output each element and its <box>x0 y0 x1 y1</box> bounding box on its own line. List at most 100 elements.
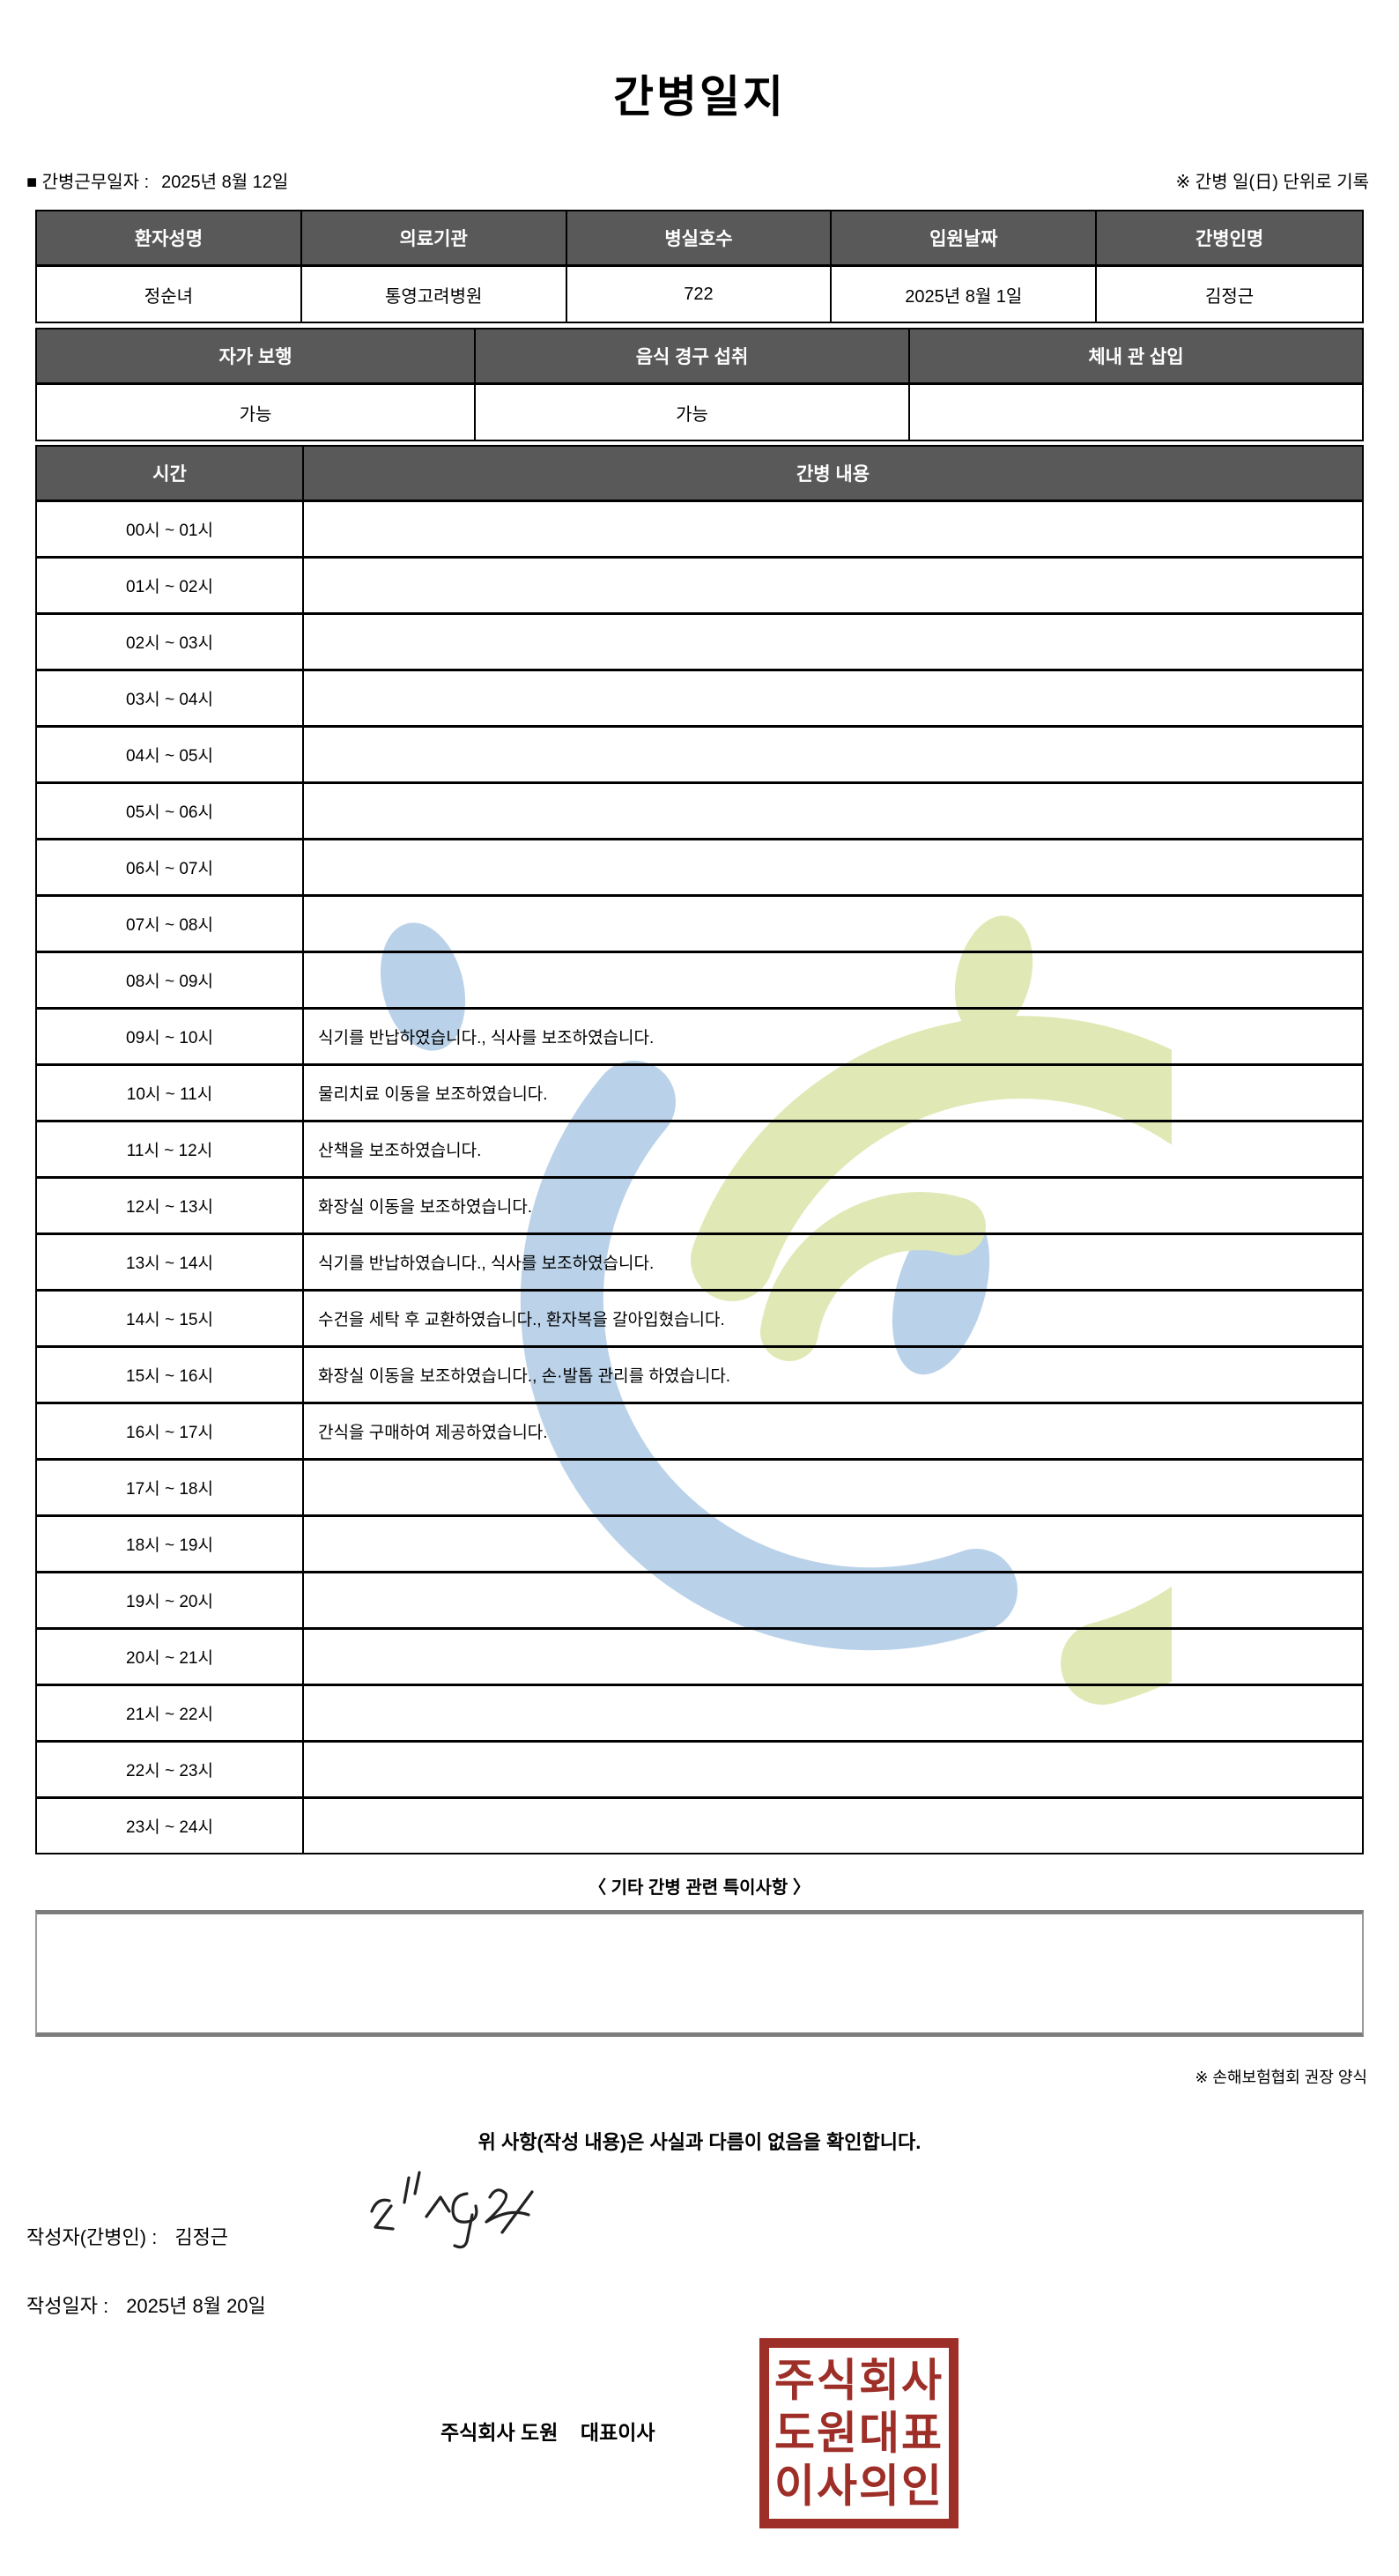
care-content-text <box>304 1799 1362 1853</box>
special-notes-box <box>35 1910 1364 2037</box>
time-slot-label: 20시 ~ 21시 <box>37 1630 304 1684</box>
patient-info-value-row: 정순녀 통영고려병원 722 2025년 8월 1일 김정근 <box>37 267 1362 322</box>
care-content-text <box>304 840 1362 894</box>
time-slot-label: 10시 ~ 11시 <box>37 1066 304 1120</box>
value-tube-insertion <box>910 385 1362 440</box>
care-content-text: 수건을 세탁 후 교환하였습니다., 환자복을 갈아입혔습니다. <box>318 1311 725 1329</box>
care-log-row: 09시 ~ 10시 식기를 반납하였습니다., 식사를 보조하였습니다. <box>37 1007 1362 1063</box>
care-content-text <box>304 953 1362 1007</box>
header-patient-name: 환자성명 <box>37 211 302 264</box>
value-oral-intake: 가능 <box>476 385 910 440</box>
care-content-text <box>304 671 1362 725</box>
value-self-walking: 가능 <box>37 385 476 440</box>
value-medical-institution: 통영고려병원 <box>302 267 567 322</box>
patient-info-header-row: 환자성명 의료기관 병실호수 입원날짜 간병인명 <box>37 211 1362 267</box>
care-log-row: 17시 ~ 18시 <box>37 1458 1362 1514</box>
stamp-line-2: 도원대표 <box>774 2408 944 2459</box>
value-caregiver-name: 김정근 <box>1204 286 1255 307</box>
time-slot-label: 16시 ~ 17시 <box>37 1404 304 1458</box>
care-content-text <box>304 1573 1362 1627</box>
header-room-number: 병실호수 <box>567 211 833 264</box>
patient-info-table: 환자성명 의료기관 병실호수 입원날짜 간병인명 정순녀 통영고려병원 722 … <box>35 210 1364 323</box>
header-time: 시간 <box>37 447 304 500</box>
header-caregiver-name: 간병인명 <box>1195 229 1264 249</box>
recommended-form-note: ※ 손해보험협회 권장 양식 <box>1195 2069 1367 2086</box>
care-content-text <box>304 559 1362 612</box>
condition-table: 자가 보행 음식 경구 섭취 체내 관 삽입 가능 가능 <box>35 328 1364 441</box>
time-slot-label: 02시 ~ 03시 <box>37 615 304 669</box>
time-slot-label: 15시 ~ 16시 <box>37 1348 304 1402</box>
care-log-rows: 00시 ~ 01시 01시 ~ 02시 02시 ~ 03시 03시 ~ 04시 … <box>37 502 1362 1853</box>
care-content-text: 식기를 반납하였습니다., 식사를 보조하였습니다. <box>318 1029 655 1047</box>
condition-header-row: 자가 보행 음식 경구 섭취 체내 관 삽입 <box>37 329 1362 385</box>
care-log-row: 00시 ~ 01시 <box>37 502 1362 556</box>
time-slot-label: 13시 ~ 14시 <box>37 1235 304 1289</box>
header-oral-intake: 음식 경구 섭취 <box>476 329 910 382</box>
care-log-row: 01시 ~ 02시 <box>37 556 1362 612</box>
care-content-text <box>304 1630 1362 1684</box>
care-content-text <box>304 615 1362 669</box>
care-log-row: 12시 ~ 13시 화장실 이동을 보조하였습니다. <box>37 1176 1362 1232</box>
care-log-row: 11시 ~ 12시 산책을 보조하였습니다. <box>37 1120 1362 1176</box>
handwritten-signature <box>370 2171 534 2249</box>
care-log-row: 21시 ~ 22시 <box>37 1684 1362 1740</box>
care-content-text <box>304 897 1362 951</box>
time-slot-label: 01시 ~ 02시 <box>37 559 304 612</box>
care-content-text <box>304 728 1362 781</box>
time-slot-label: 19시 ~ 20시 <box>37 1573 304 1627</box>
time-slot-label: 09시 ~ 10시 <box>37 1010 304 1063</box>
time-slot-label: 17시 ~ 18시 <box>37 1461 304 1514</box>
care-log-row: 16시 ~ 17시 간식을 구매하여 제공하였습니다. <box>37 1402 1362 1458</box>
care-content-text: 간식을 구매하여 제공하였습니다. <box>318 1424 548 1442</box>
time-slot-label: 08시 ~ 09시 <box>37 953 304 1007</box>
corporate-seal-stamp: 주식회사 도원대표 이사의인 <box>759 2338 959 2528</box>
time-slot-label: 06시 ~ 07시 <box>37 840 304 894</box>
stamp-line-3: 이사의인 <box>774 2461 944 2512</box>
header-self-walking: 자가 보행 <box>37 329 476 382</box>
meta-row: ■ 간병근무일자 : 2025년 8월 12일 ※ 간병 일(日) 단위로 기록 <box>26 167 1369 193</box>
care-content-text <box>304 1461 1362 1514</box>
care-content-text <box>304 1517 1362 1571</box>
time-slot-label: 05시 ~ 06시 <box>37 784 304 838</box>
time-slot-label: 23시 ~ 24시 <box>37 1799 304 1853</box>
condition-value-row: 가능 가능 <box>37 385 1362 440</box>
care-content-text: 산책을 보조하였습니다. <box>318 1142 482 1160</box>
care-log-row: 03시 ~ 04시 <box>37 669 1362 725</box>
care-log-row: 14시 ~ 15시 수건을 세탁 후 교환하였습니다., 환자복을 갈아입혔습니… <box>37 1289 1362 1345</box>
stamp-line-1: 주식회사 <box>774 2355 944 2406</box>
special-notes-heading: 〈 기타 간병 관련 특이사항 〉 <box>588 1878 811 1898</box>
written-date-label: 작성일자 : <box>26 2295 109 2317</box>
written-date-value: 2025년 8월 20일 <box>126 2295 266 2317</box>
care-log-row: 07시 ~ 08시 <box>37 894 1362 951</box>
care-content-text: 화장실 이동을 보조하였습니다., 손·발톱 관리를 하였습니다. <box>318 1367 731 1386</box>
time-slot-label: 03시 ~ 04시 <box>37 671 304 725</box>
writer-row: 작성자(간병인) : 김정근 <box>26 2222 228 2250</box>
dowon-logo-watermark-icon <box>380 915 1172 1705</box>
unit-note: ※ 간병 일(日) 단위로 기록 <box>1175 173 1369 192</box>
care-log-row: 20시 ~ 21시 <box>37 1627 1362 1684</box>
care-log-row: 18시 ~ 19시 <box>37 1514 1362 1571</box>
header-tube-insertion: 체내 관 삽입 <box>1088 347 1184 367</box>
time-slot-label: 14시 ~ 15시 <box>37 1292 304 1345</box>
care-log-row: 10시 ~ 11시 물리치료 이동을 보조하였습니다. <box>37 1063 1362 1120</box>
time-slot-label: 12시 ~ 13시 <box>37 1179 304 1232</box>
care-log-row: 23시 ~ 24시 <box>37 1796 1362 1853</box>
care-log-row: 05시 ~ 06시 <box>37 781 1362 838</box>
care-content-text <box>304 1743 1362 1796</box>
company-ceo-line: 주식회사 도원 대표이사 <box>440 2421 655 2444</box>
time-slot-label: 00시 ~ 01시 <box>37 502 304 556</box>
care-log-row: 13시 ~ 14시 식기를 반납하였습니다., 식사를 보조하였습니다. <box>37 1232 1362 1289</box>
care-log-row: 22시 ~ 23시 <box>37 1740 1362 1796</box>
writer-name: 김정근 <box>174 2226 229 2248</box>
confirmation-statement: 위 사항(작성 내용)은 사실과 다름이 없음을 확인합니다. <box>477 2131 922 2153</box>
header-care-content: 간병 내용 <box>796 464 870 485</box>
care-content-text <box>304 1686 1362 1740</box>
time-slot-label: 22시 ~ 23시 <box>37 1743 304 1796</box>
value-admission-date: 2025년 8월 1일 <box>832 267 1098 322</box>
care-log-row: 08시 ~ 09시 <box>37 951 1362 1007</box>
care-log-row: 15시 ~ 16시 화장실 이동을 보조하였습니다., 손·발톱 관리를 하였습… <box>37 1345 1362 1402</box>
work-date-label: ■ 간병근무일자 : <box>26 173 150 192</box>
care-log-header-row: 시간 간병 내용 <box>37 447 1362 502</box>
care-log-row: 02시 ~ 03시 <box>37 612 1362 669</box>
